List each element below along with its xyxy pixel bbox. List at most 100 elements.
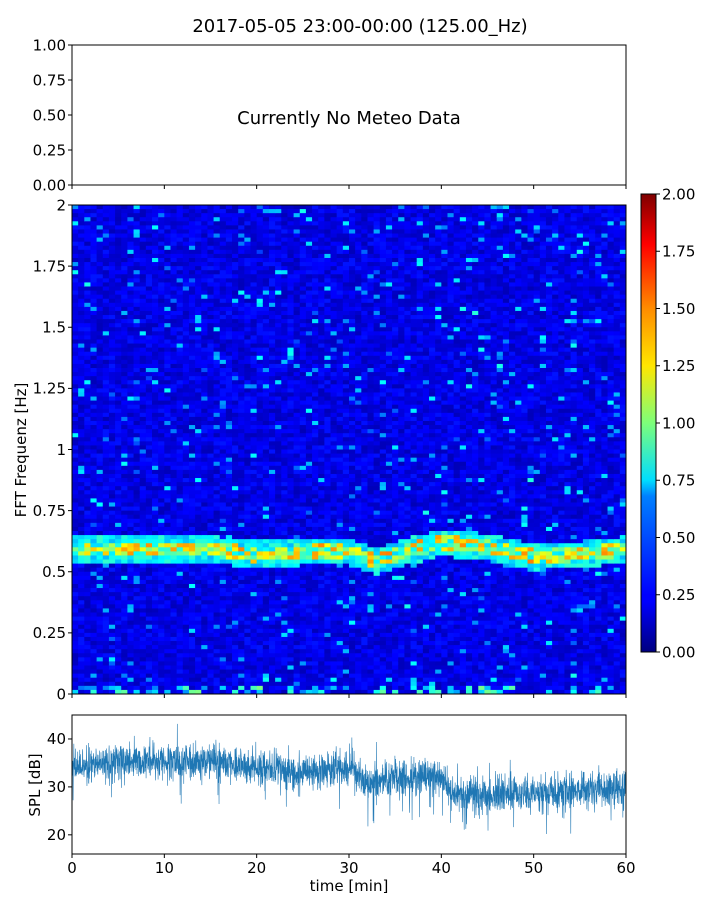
spectrogram-cell [238, 681, 245, 687]
spectrogram-cell [133, 559, 141, 565]
spectrogram-cell [225, 319, 233, 324]
spectrogram-cell [127, 257, 135, 263]
spectrogram-cell [102, 213, 110, 218]
spectrogram-cell [72, 359, 79, 365]
spectrogram-cell [164, 522, 172, 528]
spectrogram-cell [305, 429, 313, 434]
spectrogram-cell [305, 420, 313, 426]
spectrogram-cell [170, 681, 178, 687]
spectrogram-cell [188, 653, 196, 658]
spectrogram-cell [182, 298, 190, 304]
spectrogram-cell [164, 457, 172, 463]
spectrogram-cell [182, 636, 190, 642]
spectrogram-cell [262, 217, 270, 222]
spectrogram-cell [115, 221, 122, 226]
spectrogram-cell [145, 571, 153, 577]
spectrogram-cell [90, 600, 98, 605]
spectrogram-cell [133, 510, 141, 516]
spectrogram-cell [164, 380, 172, 385]
spectrogram-cell [158, 274, 165, 279]
spectrogram-cell [293, 245, 301, 251]
spectrogram-cell [145, 363, 153, 369]
spectrogram-cell [213, 433, 221, 438]
spectrogram-cell [78, 319, 85, 324]
spectrogram-cell [90, 465, 98, 471]
spectrogram-cell [305, 290, 313, 296]
spectrogram-cell [195, 636, 202, 642]
spectrogram-cell [299, 433, 307, 438]
spectrogram-cell [299, 368, 307, 373]
spectrogram-cell [318, 445, 325, 451]
spectrogram-cell [238, 213, 245, 218]
spectrogram-cell [78, 482, 85, 487]
spectrogram-cell [219, 294, 227, 300]
spectrogram-cell [238, 433, 245, 438]
spectrogram-cell [219, 588, 227, 593]
spectrogram-cell [102, 645, 110, 650]
spectrogram-cell [299, 628, 307, 634]
spectrogram-cell [207, 522, 215, 528]
spectrogram-cell [250, 245, 258, 251]
spectrogram-cell [219, 420, 227, 426]
spectrogram-cell [225, 547, 233, 552]
spectrogram-cell [281, 539, 289, 544]
spectrogram-cell [256, 531, 264, 536]
spectrogram-cell [145, 339, 153, 345]
spectrogram-cell [127, 209, 135, 214]
spectrogram-cell [176, 600, 184, 605]
spectrogram-cell [145, 453, 153, 459]
spectrogram-cell [312, 661, 319, 667]
spectrogram-cell [312, 229, 319, 235]
spectrogram-cell [195, 388, 202, 394]
spectrogram-cell [78, 400, 85, 406]
spectrogram-cell [139, 339, 147, 345]
spectrogram-cell [207, 636, 215, 642]
spectrogram-cell [232, 494, 239, 499]
spectrogram-cell [78, 571, 85, 577]
spectrogram-cell [268, 596, 276, 601]
spectrogram-cell [84, 262, 92, 267]
spectrogram-cell [78, 588, 85, 593]
spectrogram-cell [108, 425, 116, 430]
spectrogram-cell [176, 612, 184, 618]
spectrogram-cell [96, 624, 104, 630]
spectrogram-cell [176, 404, 184, 410]
spectrogram-cell [268, 404, 276, 410]
spectrogram-cell [182, 331, 190, 336]
spectrogram-cell [121, 571, 128, 577]
spectrogram-cell [152, 681, 159, 687]
spectrogram-cell [158, 209, 165, 214]
spectrogram-cell [268, 502, 276, 508]
spectrogram-cell [176, 632, 184, 638]
spectrogram-cell [127, 583, 135, 589]
spectrogram-cell [312, 575, 319, 581]
spectrogram-cell [281, 282, 289, 288]
spectrogram-cell [299, 233, 307, 239]
spectrogram-cell [127, 490, 135, 495]
spectrogram-cell [318, 266, 325, 271]
spectrogram-cell [225, 245, 233, 251]
spectrogram-cell [293, 233, 301, 239]
spectrogram-cell [305, 396, 313, 402]
spectrogram-cell [293, 457, 301, 463]
spectrogram-cell [182, 571, 190, 577]
spectrogram-cell [219, 331, 227, 336]
spectrogram-cell [195, 420, 202, 426]
spectrogram-cell [152, 209, 159, 214]
spectrogram-cell [324, 266, 332, 271]
spectrogram-cell [78, 583, 85, 589]
spectrogram-cell [225, 257, 233, 263]
spectrogram-cell [287, 319, 295, 324]
spectrogram-cell [115, 213, 122, 218]
spectrogram-cell [78, 298, 85, 304]
spectrogram-cell [121, 473, 128, 479]
spectrogram-cell [213, 347, 221, 353]
spectrogram-cell [299, 571, 307, 577]
spectrogram-cell [275, 473, 282, 479]
spectrogram-cell [207, 661, 215, 667]
spectrogram-cell [256, 486, 264, 491]
spectrogram-cell [78, 514, 85, 520]
spectrogram-cell [188, 274, 196, 279]
spectrogram-cell [238, 649, 245, 654]
spectrogram-cell [256, 608, 264, 614]
